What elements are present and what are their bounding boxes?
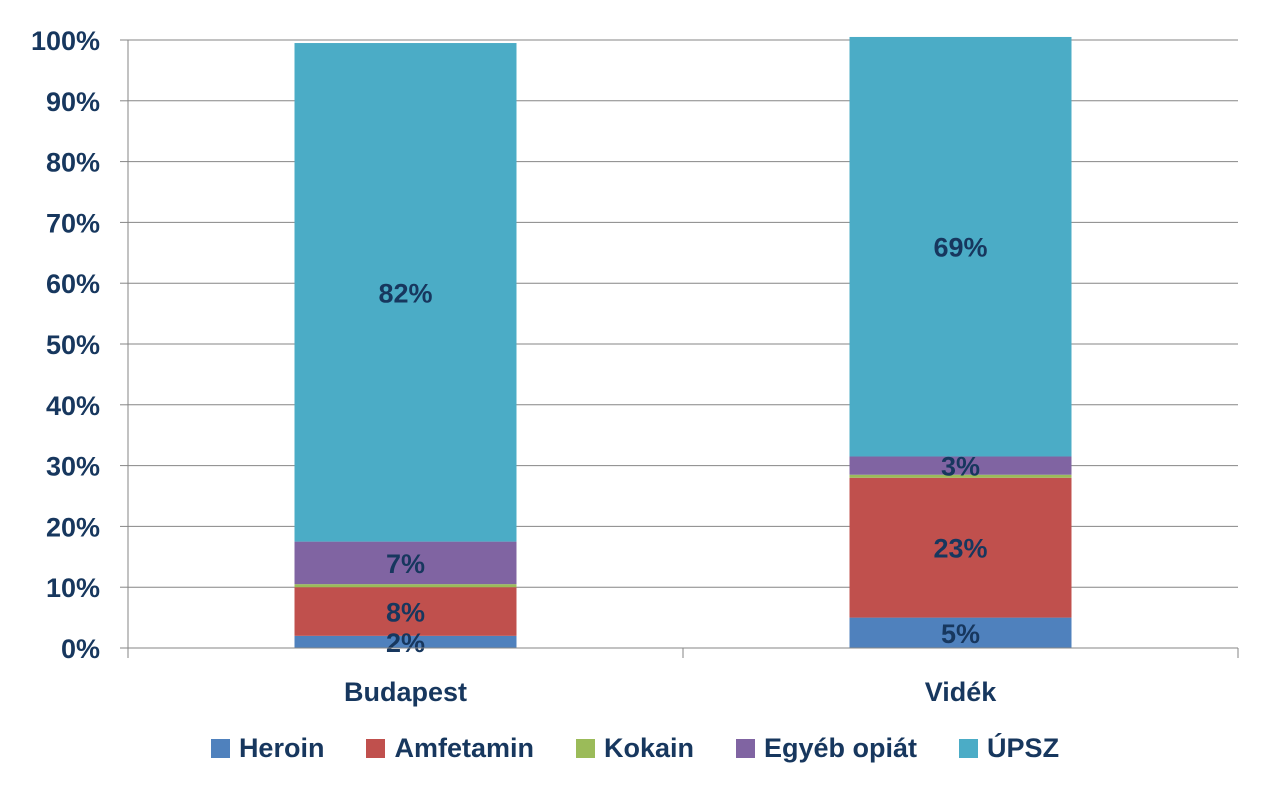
legend-swatch	[575, 738, 595, 758]
legend-label: Kokain	[603, 732, 695, 763]
bar-budapest-kokain	[294, 584, 517, 588]
legend-item: Heroin	[210, 732, 325, 764]
bar-vidék-heroin	[849, 617, 1072, 648]
y-tick-label: 0%	[61, 634, 100, 664]
data-label: 7%	[386, 549, 425, 579]
legend: Heroin Amfetamin Kokain Egyéb opiát ÚPSZ	[0, 728, 1270, 768]
data-label: 5%	[941, 619, 980, 649]
y-tick-label: 80%	[46, 148, 100, 178]
x-category-label: Budapest	[344, 677, 467, 707]
bar-budapest-amfetamin	[294, 587, 517, 636]
bar-vidék-egyéb-opiát	[849, 456, 1072, 475]
legend-item: Amfetamin	[366, 733, 534, 764]
bar-vidék-kokain	[849, 474, 1072, 478]
y-tick-label: 20%	[46, 512, 100, 542]
x-axis-category-labels: Budapest Vidék	[344, 677, 997, 707]
axes	[120, 39, 1239, 658]
legend-swatch	[210, 738, 230, 758]
bars	[294, 36, 1072, 648]
y-tick-label: 10%	[46, 573, 100, 603]
data-label: 3%	[941, 452, 980, 482]
legend-item: Egyéb opiát	[736, 733, 917, 764]
data-label: 82%	[378, 278, 432, 308]
legend-item: Kokain	[575, 732, 695, 764]
legend-swatch	[366, 738, 386, 758]
legend-item: ÚPSZ	[959, 733, 1059, 764]
y-tick-label: 90%	[46, 87, 100, 117]
legend-label: Amfetamin	[394, 732, 534, 763]
legend-swatch	[736, 738, 756, 758]
data-label: 23%	[933, 534, 987, 564]
y-tick-label: 70%	[46, 208, 100, 238]
y-tick-label: 30%	[46, 452, 100, 482]
data-label: 69%	[933, 233, 987, 263]
bar-vidék-amfetamin	[849, 477, 1072, 618]
legend-label: Egyéb opiát	[764, 732, 918, 763]
y-axis-tick-labels: 0% 10% 20% 30% 40% 50% 60% 70% 80% 90% 100%	[31, 26, 100, 664]
bar-vidék-úpsz	[849, 36, 1072, 457]
legend-swatch	[959, 738, 979, 758]
bar-budapest-egyéb-opiát	[294, 541, 517, 585]
bar-budapest-heroin	[294, 635, 517, 648]
data-labels: 2%8% 7% 82% 5% 23% 3% 69%	[378, 233, 987, 658]
y-tick-label: 40%	[46, 391, 100, 421]
legend-label: Heroin	[238, 732, 325, 763]
data-label: 2%	[386, 628, 425, 658]
bar-budapest-úpsz	[294, 43, 517, 542]
y-tick-label: 60%	[46, 269, 100, 299]
y-tick-label: 100%	[31, 26, 100, 56]
y-tick-label: 50%	[46, 330, 100, 360]
data-label: 8%	[386, 598, 425, 628]
x-category-label: Vidék	[925, 677, 998, 707]
legend-label: ÚPSZ	[987, 732, 1060, 763]
